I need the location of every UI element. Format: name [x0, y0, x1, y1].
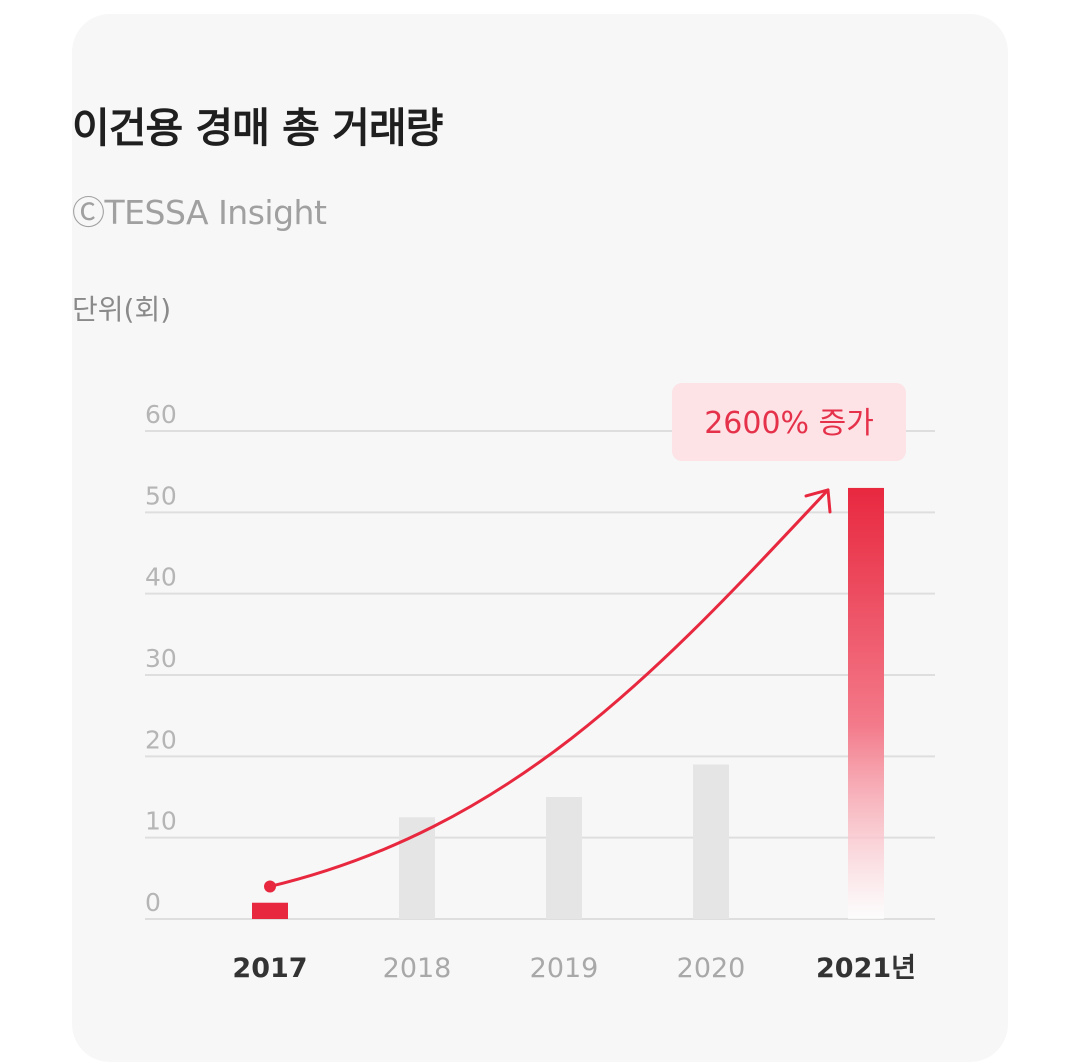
growth-annotation: 2600% 증가 [672, 383, 906, 461]
y-tick-label: 0 [145, 888, 161, 917]
x-tick-label-2017: 2017 [232, 953, 307, 984]
bar-2021 [848, 487, 884, 919]
y-tick-label: 40 [145, 563, 177, 592]
x-axis-labels: 2017 2018 2019 2020 2021년 [232, 953, 916, 984]
growth-arrow [264, 488, 832, 893]
grid-lines: 0 10 20 30 40 50 60 [145, 400, 935, 920]
bars [252, 487, 884, 919]
unit-label: 단위(회) [72, 293, 172, 326]
y-tick-label: 20 [145, 725, 177, 754]
x-tick-label-2019: 2019 [530, 953, 599, 984]
growth-badge-text: 2600% 증가 [704, 406, 874, 441]
bar-2019 [546, 797, 582, 919]
bar-2020 [693, 764, 729, 919]
y-tick-label: 30 [145, 644, 177, 673]
chart-title: 이건용 경매 총 거래량 [72, 104, 443, 152]
y-tick-label: 60 [145, 400, 177, 429]
bar-2018 [399, 817, 435, 919]
x-tick-label-2021: 2021년 [816, 953, 916, 984]
arrow-head [804, 488, 832, 514]
growth-badge [672, 383, 906, 461]
x-tick-label-2018: 2018 [383, 953, 452, 984]
x-tick-label-2020: 2020 [677, 953, 746, 984]
bar-2017 [252, 902, 288, 919]
growth-curve [268, 488, 830, 888]
y-tick-label: 10 [145, 807, 177, 836]
source-credit: ⒸTESSA Insight [72, 193, 327, 232]
y-tick-label: 50 [145, 481, 177, 510]
